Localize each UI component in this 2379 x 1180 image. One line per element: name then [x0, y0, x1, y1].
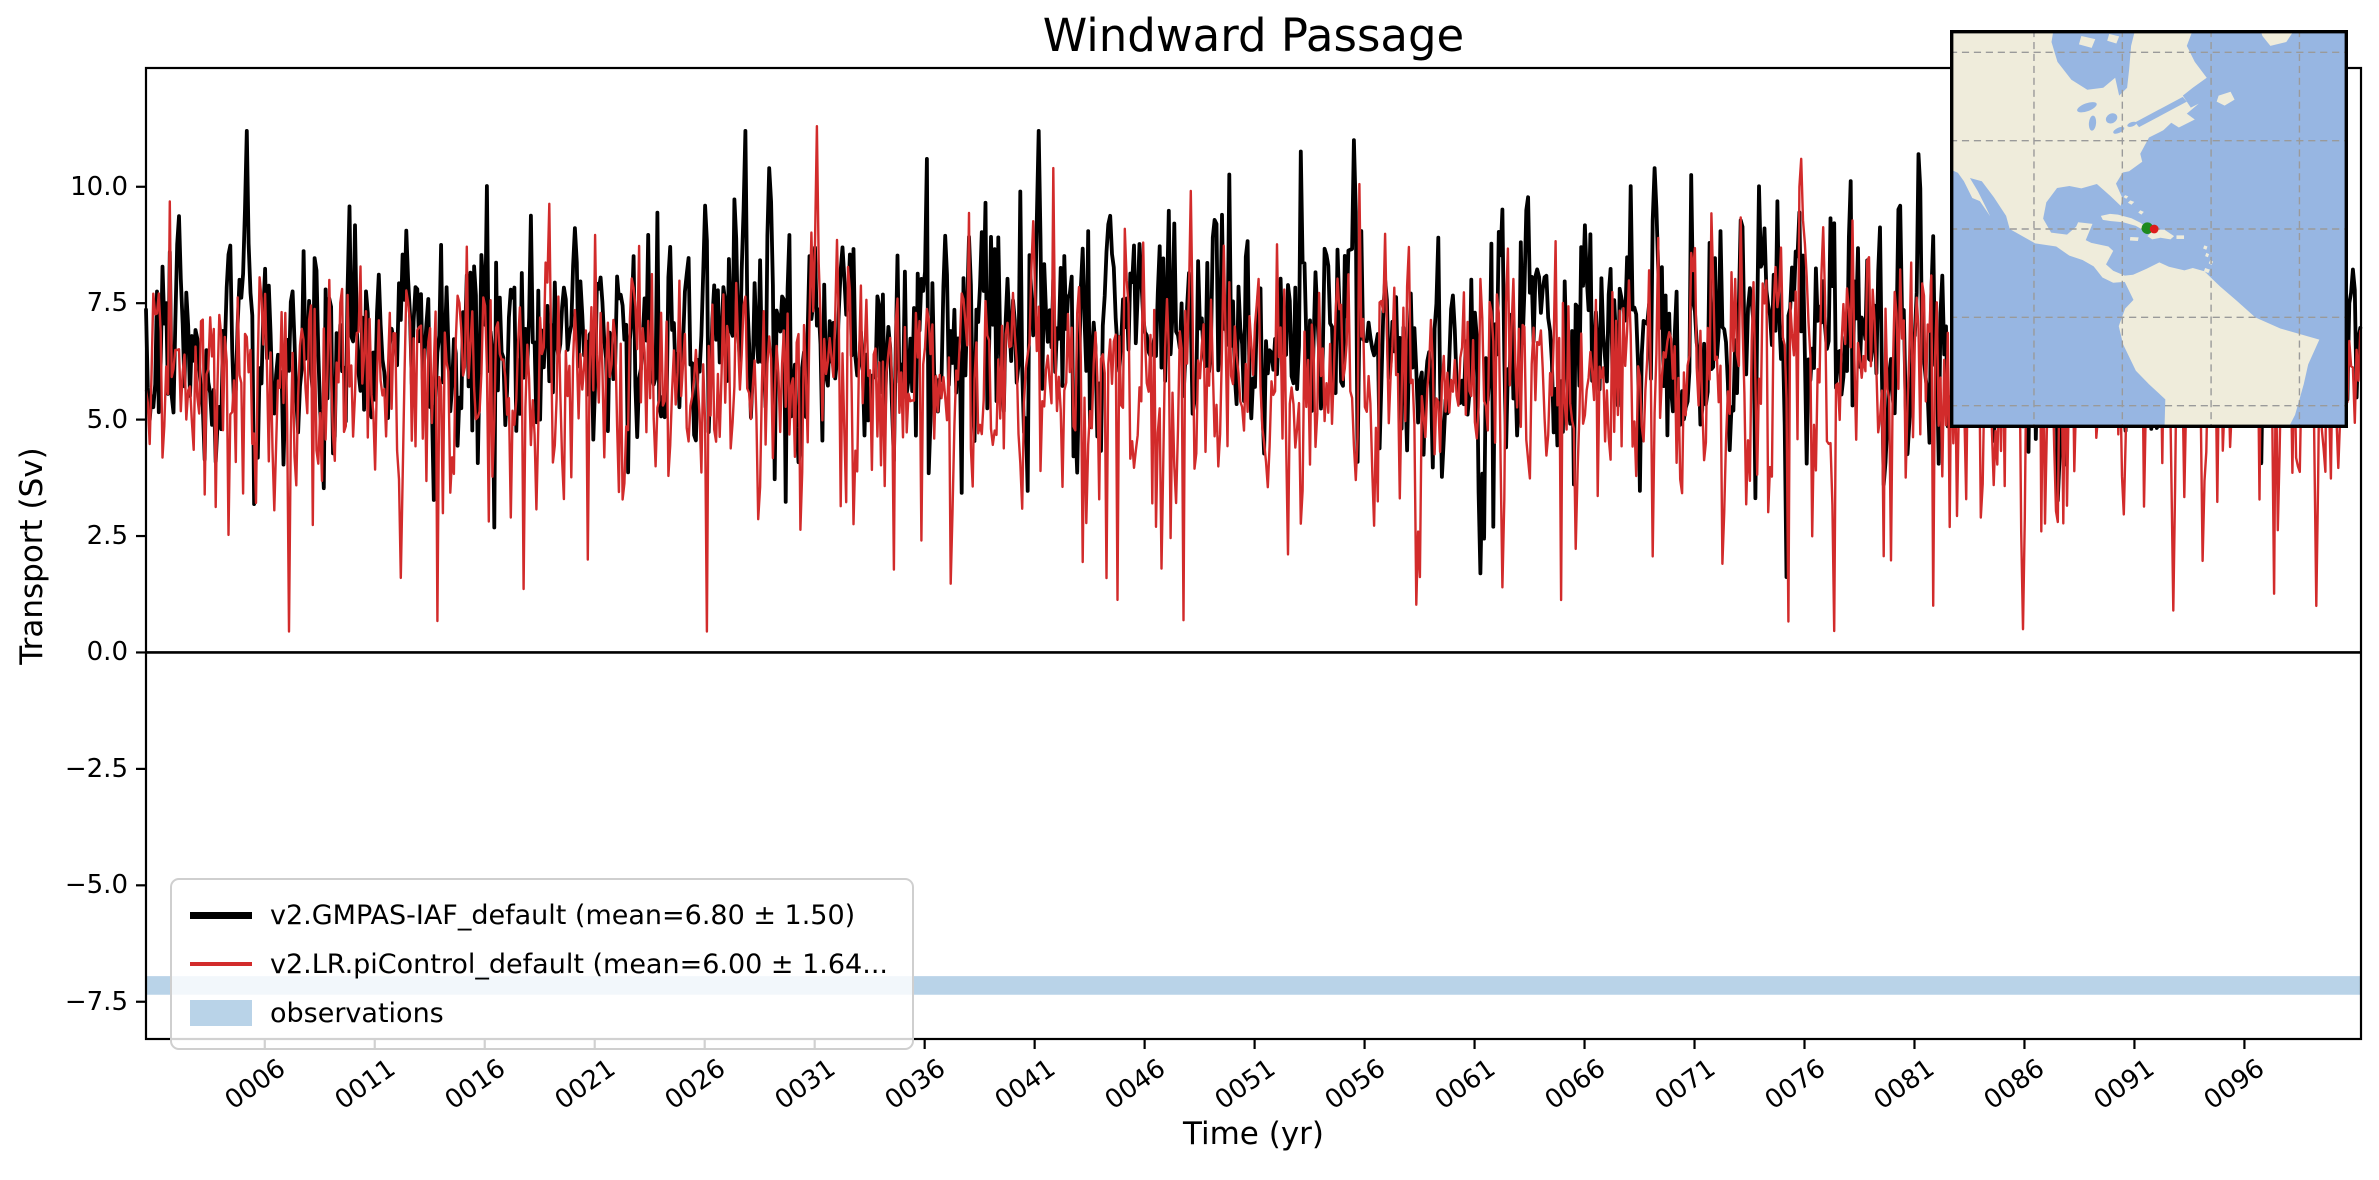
observations-patch-swatch [190, 1000, 252, 1026]
black-line-swatch [190, 911, 252, 919]
map-land [2138, 210, 2144, 215]
legend-row-gmpas: v2.GMPAS-IAF_default (mean=6.80 ± 1.50) [190, 895, 888, 935]
map-lake [2077, 102, 2097, 113]
map-land [2260, 30, 2295, 46]
y-tick-label: −7.5 [64, 986, 128, 1017]
map-border [1950, 30, 2348, 428]
map-land [2216, 91, 2235, 106]
map-lake [2105, 113, 2118, 124]
map-land [2123, 195, 2129, 199]
map-land [2203, 245, 2208, 250]
chart-title: Windward Passage [1042, 9, 1465, 62]
y-tick-label: −5.0 [64, 870, 128, 901]
y-tick-label: 2.5 [86, 521, 128, 552]
y-tick-label: 0.0 [86, 637, 128, 668]
map-land [1950, 30, 2320, 428]
legend-row-picontrol: v2.LR.piControl_default (mean=6.00 ± 1.6… [190, 944, 888, 984]
location-inset-map [1950, 30, 2348, 428]
legend-label-gmpas: v2.GMPAS-IAF_default (mean=6.80 ± 1.50) [270, 899, 856, 931]
y-axis-label: Transport (Sv) [14, 447, 50, 665]
red-line-swatch [190, 962, 252, 966]
map-marker-red-dot [2149, 224, 2159, 234]
map-lake [2127, 121, 2137, 127]
map-river [2135, 96, 2187, 128]
y-tick-label: −2.5 [64, 753, 128, 784]
x-axis-label: Time (yr) [1183, 1116, 1324, 1152]
map-land [2129, 236, 2139, 241]
legend-row-observations: observations [190, 993, 888, 1033]
map-land [2078, 35, 2096, 48]
legend: v2.GMPAS-IAF_default (mean=6.80 ± 1.50) … [170, 878, 914, 1050]
map-lake [2088, 115, 2097, 131]
map-land [2203, 268, 2210, 274]
legend-label-observations: observations [270, 997, 444, 1029]
legend-label-picontrol: v2.LR.piControl_default (mean=6.00 ± 1.6… [270, 948, 888, 980]
map-land [2205, 252, 2210, 258]
map-land [2107, 33, 2120, 44]
map-land [2176, 235, 2185, 239]
y-tick-label: 10.0 [70, 171, 128, 202]
map-marker-green-dot [2141, 222, 2154, 234]
y-tick-label: 7.5 [86, 288, 128, 319]
y-tick-label: 5.0 [86, 404, 128, 435]
map-land [2127, 200, 2135, 205]
map-land [2100, 213, 2149, 229]
map-lake [2113, 126, 2125, 134]
